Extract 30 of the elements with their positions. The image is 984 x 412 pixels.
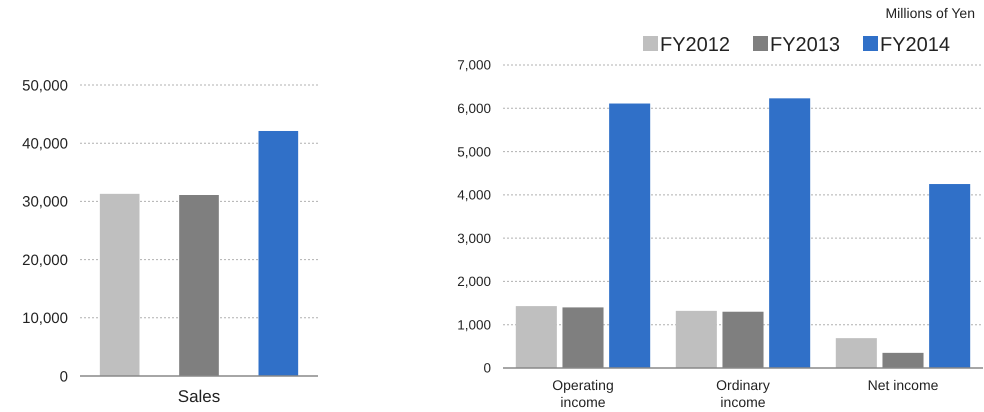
y-tick-label: 5,000 [457, 144, 491, 160]
bar [929, 184, 970, 368]
bar [100, 194, 140, 376]
y-tick-label: 20,000 [22, 252, 68, 269]
y-tick-label: 40,000 [22, 135, 68, 152]
legend-label: FY2013 [770, 34, 840, 56]
y-tick-label: 10,000 [22, 310, 68, 328]
legend-label: FY2014 [880, 34, 950, 56]
bar [769, 98, 810, 368]
bar [836, 338, 877, 368]
bar [258, 130, 298, 376]
y-tick-label: 7,000 [457, 58, 491, 73]
bar [609, 104, 650, 368]
text: Millions of Yen [885, 5, 975, 21]
legend-label: FY2012 [660, 34, 730, 56]
bar [516, 306, 557, 368]
y-tick-label: 30,000 [22, 194, 68, 211]
x-tick-label: Net income [868, 377, 939, 393]
x-tick-label: Operating income [552, 377, 614, 410]
y-tick-label: 4,000 [457, 188, 491, 203]
y-tick-label: 0 [483, 360, 491, 376]
y-tick-label: 3,000 [457, 230, 491, 246]
x-tick-label: Ordinary income [716, 377, 770, 410]
bar [676, 310, 717, 368]
y-tick-label: 1,000 [457, 317, 491, 332]
y-tick-label: 6,000 [457, 101, 491, 116]
y-tick-label: 0 [60, 368, 68, 386]
y-tick-label: 50,000 [22, 77, 68, 94]
y-tick-label: 2,000 [457, 274, 491, 290]
x-axis-title: Sales [178, 387, 220, 406]
